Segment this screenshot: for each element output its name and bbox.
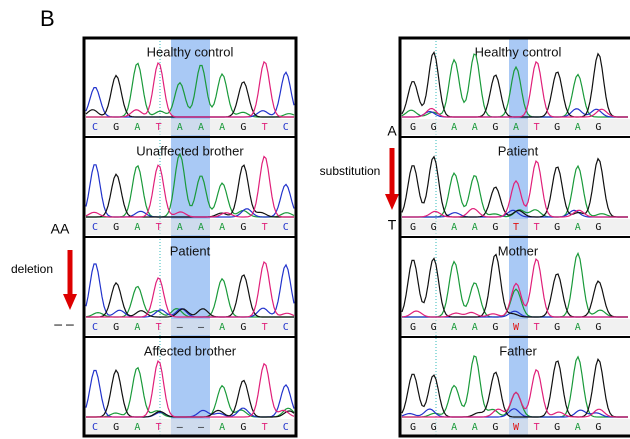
row-title: Father	[499, 343, 537, 358]
base-letter: G	[492, 122, 498, 133]
arrow-head	[63, 294, 77, 310]
base-letter: G	[595, 322, 601, 333]
base-letter: A	[219, 122, 225, 133]
base-letter: A	[177, 222, 183, 233]
base-letter: G	[431, 322, 437, 333]
base-letter: G	[113, 422, 119, 433]
base-letter: A	[472, 422, 478, 433]
base-letter: G	[410, 122, 416, 133]
base-letter: T	[513, 222, 519, 233]
side-bottom: – –	[54, 316, 74, 332]
base-letter: G	[492, 322, 498, 333]
base-letter: G	[554, 322, 560, 333]
row-title: Patient	[170, 243, 211, 258]
panel-label: B	[40, 6, 55, 31]
base-letter: G	[492, 422, 498, 433]
row-title: Unaffected brother	[136, 143, 244, 158]
row-title: Affected brother	[144, 343, 237, 358]
base-letter: A	[575, 122, 581, 133]
base-letter: A	[219, 222, 225, 233]
base-letter: A	[134, 322, 140, 333]
base-letter: G	[431, 222, 437, 233]
base-letter: T	[534, 122, 540, 133]
base-letter: G	[113, 322, 119, 333]
row-title: Healthy control	[147, 44, 234, 59]
base-letter: C	[92, 322, 98, 333]
row-title: Patient	[498, 143, 539, 158]
base-letter: G	[113, 222, 119, 233]
base-letter: T	[262, 422, 268, 433]
base-letter: G	[240, 422, 246, 433]
side-middle: deletion	[11, 262, 53, 276]
base-letter: G	[595, 222, 601, 233]
side-middle: substitution	[320, 164, 381, 178]
base-letter: A	[134, 222, 140, 233]
base-letter: A	[575, 322, 581, 333]
base-letter: T	[156, 322, 162, 333]
base-letter: A	[451, 222, 457, 233]
base-letter: A	[451, 322, 457, 333]
base-letter: G	[554, 422, 560, 433]
base-letter: W	[513, 422, 520, 433]
base-letter: T	[262, 122, 268, 133]
base-letter: T	[156, 122, 162, 133]
base-letter: A	[472, 222, 478, 233]
base-letter: G	[595, 122, 601, 133]
base-letter: T	[156, 222, 162, 233]
base-letter: C	[92, 222, 98, 233]
base-letter: –	[177, 422, 184, 433]
base-letter: C	[283, 322, 289, 333]
base-letter: –	[198, 422, 205, 433]
base-letter: G	[410, 222, 416, 233]
base-letter: A	[513, 122, 519, 133]
figure: B AA deletion – – A substitution T Healt…	[0, 0, 630, 439]
base-letter: G	[410, 322, 416, 333]
base-letter: –	[198, 322, 205, 333]
base-letter: G	[410, 422, 416, 433]
base-letter: A	[198, 222, 204, 233]
row-title: Healthy control	[475, 44, 562, 59]
base-letter: G	[595, 422, 601, 433]
base-letter: C	[283, 222, 289, 233]
base-letter: C	[283, 422, 289, 433]
base-letter: G	[492, 222, 498, 233]
base-letter: G	[431, 122, 437, 133]
side-bottom: T	[388, 217, 397, 233]
base-letter: G	[431, 422, 437, 433]
row-title: Mother	[498, 243, 539, 258]
base-letter: A	[451, 422, 457, 433]
base-letter: G	[240, 122, 246, 133]
base-letter: A	[198, 122, 204, 133]
base-letter: A	[472, 322, 478, 333]
side-top: A	[387, 123, 397, 139]
base-letter: T	[262, 322, 268, 333]
base-letter: A	[134, 122, 140, 133]
base-letter: T	[156, 422, 162, 433]
arrow-head	[385, 194, 399, 210]
base-letter: G	[113, 122, 119, 133]
base-letter: W	[513, 322, 520, 333]
base-letter: G	[240, 222, 246, 233]
base-letter: A	[575, 222, 581, 233]
side-top: AA	[51, 221, 70, 237]
base-letter: A	[451, 122, 457, 133]
base-letter: G	[554, 222, 560, 233]
base-letter: A	[177, 122, 183, 133]
base-letter: G	[240, 322, 246, 333]
base-letter: –	[177, 322, 184, 333]
base-letter: A	[134, 422, 140, 433]
base-letter: A	[575, 422, 581, 433]
base-letter: G	[554, 122, 560, 133]
base-letter: C	[92, 122, 98, 133]
base-letter: T	[262, 222, 268, 233]
base-letter: A	[219, 322, 225, 333]
base-letter: T	[534, 222, 540, 233]
base-letter: T	[534, 422, 540, 433]
base-letter: C	[92, 422, 98, 433]
base-letter: T	[534, 322, 540, 333]
base-letter: C	[283, 122, 289, 133]
base-letter: A	[219, 422, 225, 433]
base-letter: A	[472, 122, 478, 133]
